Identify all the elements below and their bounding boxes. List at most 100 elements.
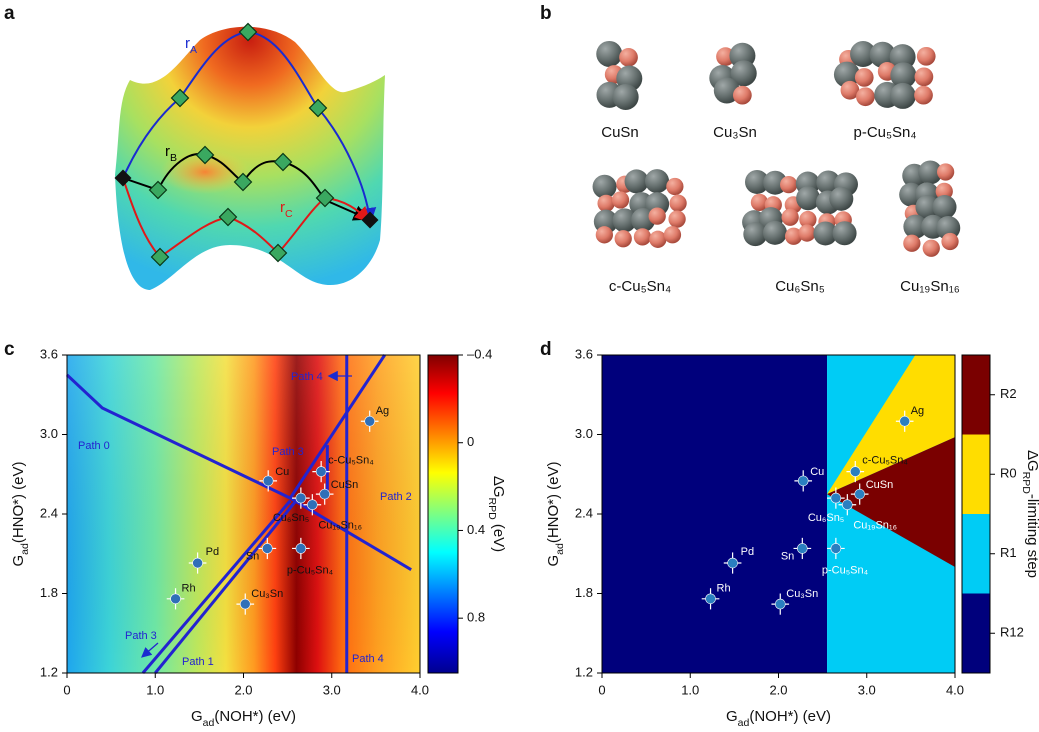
x-tick-label: 1.0 [681,682,699,697]
cu-atom [889,82,916,109]
colorbar-segment [962,514,990,594]
colorbar [427,354,459,674]
cu-atom [612,83,639,110]
point-label: Rh [717,583,731,595]
y-tick-label: 2.4 [40,505,58,520]
text-part: -limiting step [1024,494,1039,578]
colorbar-title: ΔGRPD (eV) [486,476,507,552]
structures [592,40,961,257]
state-marker [218,207,238,227]
colorbar-frame [961,354,991,674]
sn-atom [840,80,860,100]
sn-atom [856,87,875,107]
panel-label: c [4,339,15,360]
structure-label: CuSn [601,124,639,141]
panel-label: a [4,3,15,24]
region [827,355,955,495]
point-label: CuSn [866,479,894,491]
sn-atom [935,182,953,201]
point-label: c-Cu₅Sn₄ [862,455,908,467]
colorbar-tick-label: –0.4 [467,346,492,361]
point [830,543,842,554]
path-arrow [141,642,159,658]
cu-atom [869,41,896,68]
y-tick-label: 2.4 [575,505,593,520]
point [705,593,716,605]
text-part: (NOH*) (eV) [214,708,296,725]
sn-atom [619,48,638,67]
point-label: Cu₃Sn [786,588,818,600]
region [827,437,955,567]
panel-label: d [540,339,552,360]
cu-atom [592,174,617,199]
sn-atom [595,226,613,244]
x-tick-label: 2.0 [234,682,252,697]
state-marker [170,88,190,108]
point [364,415,375,427]
colorbar-segment [962,593,990,673]
y-axis-label: Gad(HNO*) (eV) [545,461,566,566]
point-label: Ag [911,405,924,417]
state-marker [315,188,335,208]
sn-atom [614,230,632,248]
point-label: Cu₁₉Sn₁₆ [318,520,362,532]
point [899,415,910,427]
state-marker [308,98,328,118]
state-marker [273,152,293,172]
text-part: r [165,143,170,160]
point-label: Sn [246,550,259,562]
sn-atom [611,191,630,209]
state-marker [148,180,168,200]
cu-atom [915,195,940,220]
boundary [65,373,412,571]
point-label: Cu₁₉Sn₁₆ [853,520,897,532]
text-part: G [10,555,27,567]
surface-bump [160,150,250,194]
y-tick-label: 1.8 [575,585,593,600]
path-label: Path 2 [380,491,412,503]
sn-atom [597,194,615,212]
text-part: (NOH*) (eV) [749,708,831,725]
sn-atom [732,85,752,105]
y-tick-label: 1.2 [575,664,593,679]
point [170,593,181,605]
y-tick-label: 1.8 [40,585,58,600]
point-label: Cu₆Sn₅ [273,512,309,524]
cu-atom [624,169,649,194]
point [849,466,861,477]
sn-atom [916,46,936,66]
sn-atom [633,228,652,246]
point-label: Cu₃Sn [251,588,283,600]
sn-atom [914,85,933,105]
colorbar-tick-label: 0 [467,434,474,449]
subscript: B [170,152,177,164]
point [315,466,327,477]
sn-atom [799,210,817,229]
cu-atom [730,60,757,87]
y-tick-label: 3.6 [40,346,58,361]
route-label: rC [280,199,293,220]
point [797,543,808,554]
sn-atom [922,239,940,257]
x-tick-label: 4.0 [411,682,429,697]
x-tick-label: 2.0 [769,682,787,697]
cu-atom [903,214,928,239]
colorbar-segment [962,434,990,514]
colorbar-label: R0 [1000,466,1017,481]
y-tick-label: 3.0 [40,426,58,441]
sn-atom [854,68,874,87]
text-part: ΔG [1024,450,1039,472]
cu-atom [890,62,917,89]
cu-atom [645,169,670,194]
point [295,543,307,554]
point-label: Sn [781,550,794,562]
state-marker [238,22,258,42]
state-marker [233,172,253,192]
sn-atom [780,176,798,194]
point [727,557,738,569]
point [192,557,203,569]
region [602,355,828,673]
cu-atom [813,221,838,246]
